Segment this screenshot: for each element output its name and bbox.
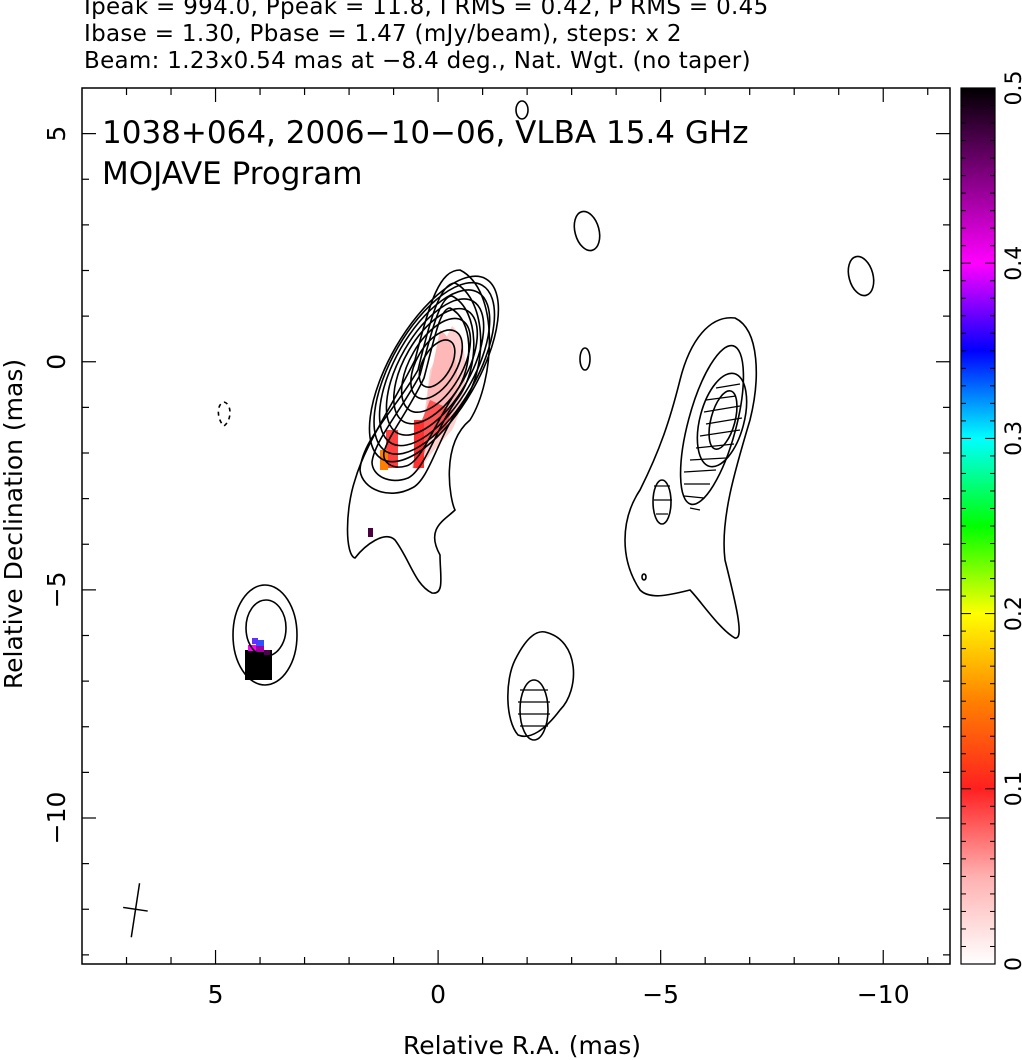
- pol-vector: [705, 395, 737, 401]
- colorbar-tick-label: 0.5: [1002, 71, 1022, 106]
- negative-contour: [217, 401, 231, 428]
- y-tick-label: 5: [42, 126, 71, 142]
- colorbar-tick-label: 0: [1002, 957, 1022, 971]
- x-tick-label: −5: [642, 980, 679, 1009]
- core-contour: [378, 289, 491, 447]
- axis-ticks: [82, 88, 950, 964]
- header-line-1: Ipeak = 994.0, Ppeak = 11.8, I RMS = 0.4…: [84, 0, 769, 20]
- y-axis-label: Relative Declination (mas): [0, 359, 28, 689]
- blob-small-core-right: [579, 347, 591, 371]
- jet-outer-contour: [346, 269, 491, 594]
- west-outer-contour: [624, 317, 758, 639]
- x-axis-label: Relative R.A. (mas): [403, 1031, 641, 1060]
- pol-vector: [695, 443, 735, 449]
- jet-contour-4: [382, 307, 470, 468]
- blob-tiny: [641, 573, 647, 581]
- header-line-3: Beam: 1.23x0.54 mas at −8.4 deg., Nat. W…: [84, 48, 751, 74]
- pol-vector: [683, 469, 717, 473]
- beam-major-axis: [130, 883, 141, 938]
- plot-frame: [81, 87, 951, 965]
- beam-marker: [123, 883, 148, 938]
- blob-upper-right: [573, 210, 601, 252]
- south-inner-contour: [519, 679, 549, 741]
- west-small-contour: [652, 479, 672, 525]
- west-contour-3: [696, 372, 748, 468]
- colorbar: [960, 87, 996, 965]
- se-outer-contour: [232, 584, 298, 686]
- pol-vector: [705, 417, 743, 425]
- colorbar-tick-label: 0.2: [1002, 596, 1022, 631]
- colorbar-tick-labels: 0 0.1 0.2 0.3 0.4 0.5: [1002, 71, 1022, 972]
- pol-vector: [689, 507, 701, 511]
- y-tick-label: −10: [42, 792, 71, 845]
- colorbar-tick-label: 0.3: [1002, 421, 1022, 456]
- x-tick-label: 0: [430, 980, 446, 1009]
- colorbar-tick-label: 0.4: [1002, 246, 1022, 281]
- y-tick-label: −5: [42, 571, 71, 608]
- intensity-contours: [217, 100, 875, 741]
- pol-vector: [683, 495, 705, 499]
- polarization-fill: [245, 326, 466, 680]
- blob-top: [515, 100, 529, 120]
- pol-vector: [703, 405, 741, 413]
- blob-far-right: [847, 255, 875, 297]
- plot-subtitle: MOJAVE Program: [102, 156, 362, 192]
- x-tick-label: −10: [857, 980, 910, 1009]
- core-contour: [368, 275, 500, 463]
- se-inner-contour: [245, 599, 287, 657]
- pol-vector: [715, 383, 741, 389]
- y-tick-label: 0: [42, 354, 71, 370]
- pol-vector: [699, 429, 741, 437]
- axis-tick-labels: 5 0 −5 −10 5 0 −5 −10: [42, 126, 910, 1009]
- colorbar-ticks: [961, 87, 995, 965]
- pol-vector: [689, 457, 727, 461]
- jet-contour-3: [371, 295, 475, 482]
- jet-contour-2: [359, 282, 482, 494]
- west-contour-4: [708, 390, 738, 450]
- core-contour: [410, 329, 464, 400]
- colorbar-tick-label: 0.1: [1002, 771, 1022, 806]
- beam-minor-axis: [123, 906, 148, 912]
- polarization-vectors: [518, 383, 743, 727]
- header-line-2: Ibase = 1.30, Pbase = 1.47 (mJy/beam), s…: [84, 21, 682, 47]
- south-outer-contour: [507, 631, 575, 737]
- x-tick-label: 5: [208, 980, 224, 1009]
- plot-title: 1038+064, 2006−10−06, VLBA 15.4 GHz: [102, 115, 748, 151]
